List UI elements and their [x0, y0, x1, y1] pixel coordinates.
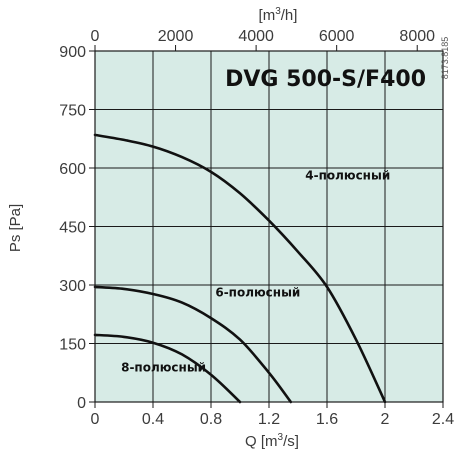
y-axis-ticks: 0 150 300 450 600 750 900: [59, 44, 95, 412]
plot-frame: [94, 50, 444, 403]
x-tick-label: 0.8: [200, 411, 222, 428]
x-tick-label: 2.4: [432, 411, 454, 428]
curve-6-полюсный: [93, 285, 293, 404]
top-axis-ticks: 0 2000 4000 6000 8000: [91, 28, 435, 51]
curve-8-полюсный: [93, 333, 242, 404]
y-tick-label: 300: [59, 278, 86, 295]
x-tick-label: 0.4: [142, 411, 164, 428]
top-tick-label: 0: [91, 28, 100, 45]
x-axis-ticks: 0 0.4 0.8 1.2 1.6 2 2.4: [91, 402, 454, 428]
y-tick-label: 900: [59, 44, 86, 61]
series-label: 6-полюсный: [215, 286, 300, 300]
top-tick-label: 2000: [158, 28, 194, 45]
x-tick-label: 1.2: [258, 411, 280, 428]
curve-4-полюсный: [93, 133, 387, 404]
y-tick-label: 450: [59, 220, 86, 237]
y-axis-label: Ps [Pa]: [7, 204, 24, 252]
x-axis-label: Q [m3/s]: [245, 432, 299, 450]
top-axis-label: [m3/h]: [259, 6, 298, 24]
y-tick-label: 600: [59, 161, 86, 178]
y-tick-label: 150: [59, 337, 86, 354]
y-tick-label: 750: [59, 103, 86, 120]
x-tick-label: 2: [381, 411, 390, 428]
x-tick-label: 1.6: [316, 411, 338, 428]
series-label: 8-полюсный: [121, 361, 206, 375]
y-tick-label: 0: [77, 395, 86, 412]
top-tick-label: 8000: [399, 28, 435, 45]
curves: [93, 133, 387, 404]
chart-title: DVG 500-S/F400: [225, 67, 426, 92]
series-labels: 4-полюсный 6-полюсный 8-полюсный: [121, 169, 390, 375]
side-code: 8173.8185: [440, 37, 450, 80]
top-tick-label: 6000: [319, 28, 355, 45]
x-tick-label: 0: [91, 411, 100, 428]
top-tick-label: 4000: [238, 28, 274, 45]
series-label: 4-полюсный: [305, 169, 390, 183]
